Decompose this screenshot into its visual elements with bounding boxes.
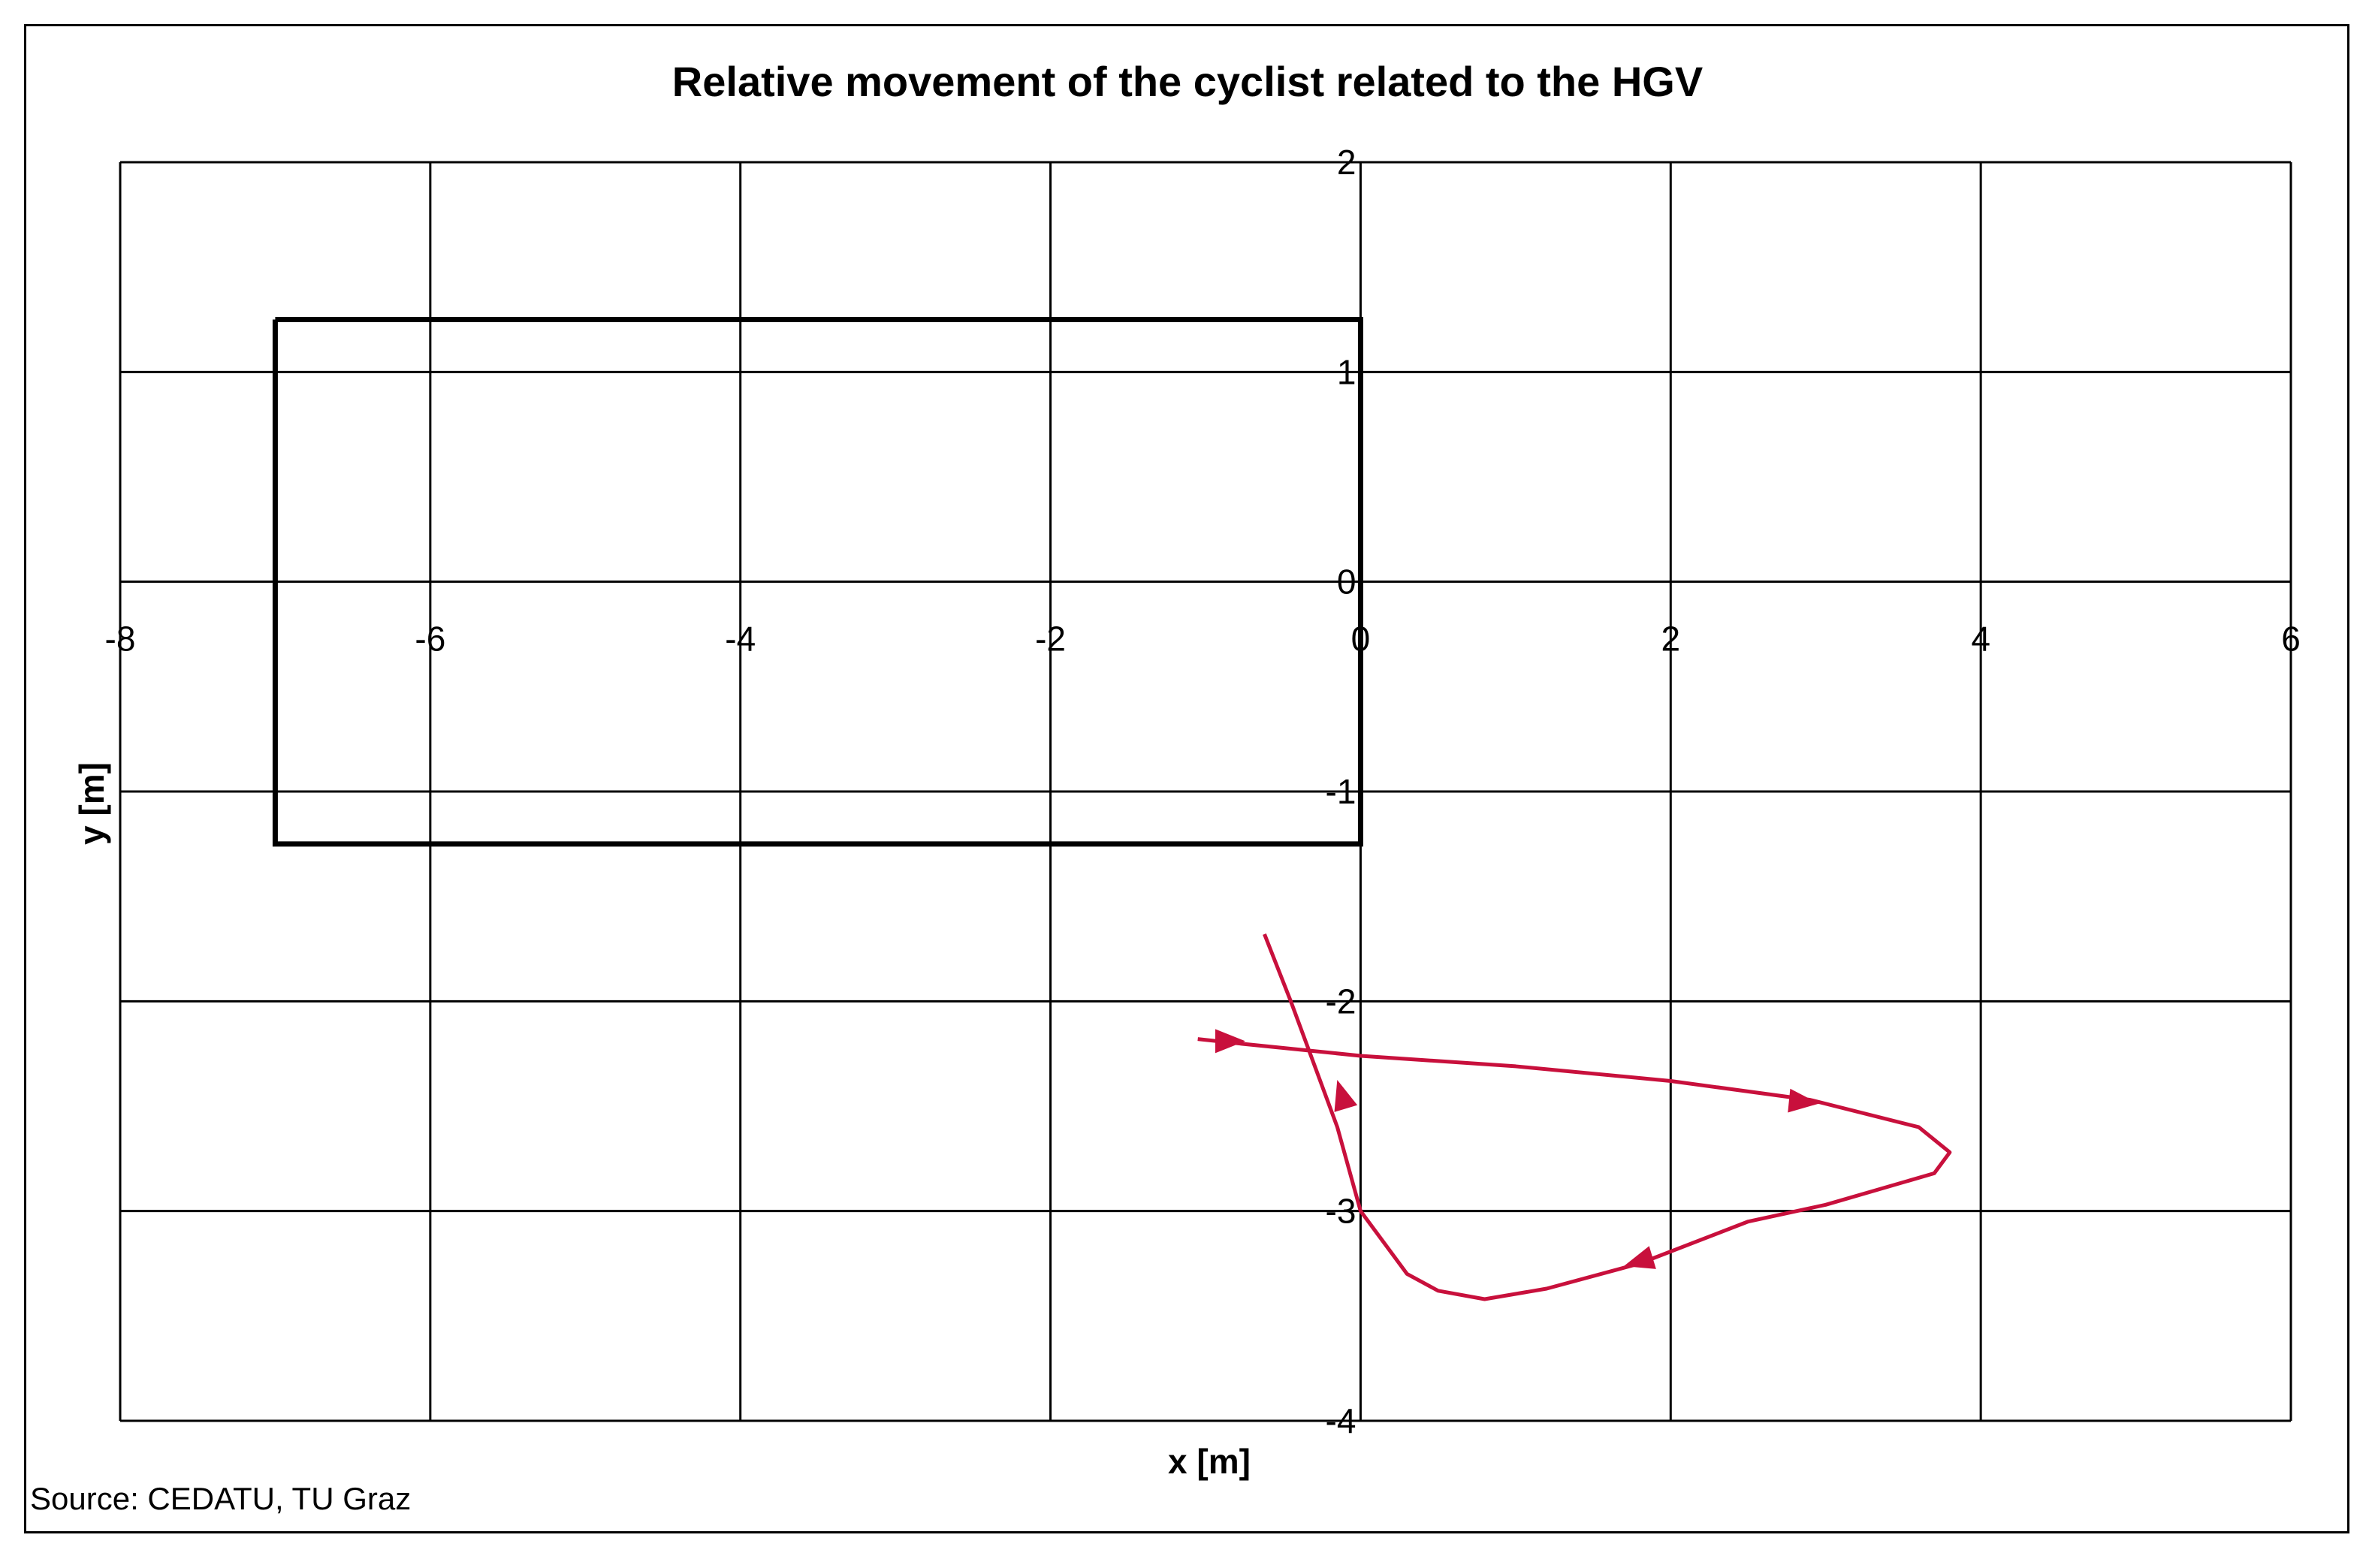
direction-arrow [1788, 1088, 1819, 1113]
source-note: Source: CEDATU, TU Graz [30, 1481, 412, 1516]
y-tick-label: 1 [1337, 352, 1356, 391]
x-tick-label: 4 [1971, 620, 1990, 659]
vehicle-outline [272, 317, 1363, 847]
y-tick-label: -3 [1326, 1192, 1356, 1231]
y-tick-label: -2 [1326, 982, 1356, 1021]
x-tick-label: 0 [1351, 620, 1371, 659]
x-axis-title: x [m] [1168, 1442, 1251, 1481]
x-tick-label: -6 [415, 620, 445, 659]
y-tick-label: 2 [1337, 143, 1356, 182]
x-tick-label: 2 [1661, 620, 1680, 659]
chart-frame [24, 24, 2349, 1533]
series-layer [1197, 933, 1952, 1301]
chart-title: Relative movement of the cyclist related… [671, 58, 1704, 105]
direction-arrow [1215, 1029, 1245, 1054]
x-tick-label: 6 [2281, 620, 2301, 659]
x-tick-label: -8 [105, 620, 136, 659]
y-tick-label: 0 [1337, 562, 1356, 602]
direction-arrow [1334, 1079, 1358, 1112]
x-tick-label: -4 [725, 620, 756, 659]
tick-labels: -8 -6 -4 -2 0 2 4 6 2 1 0 -1 -2 -3 -4 [105, 143, 2301, 1440]
direction-arrow [1623, 1246, 1656, 1269]
y-tick-label: -4 [1326, 1401, 1356, 1440]
cyclist-trajectory-line [1197, 933, 1952, 1301]
grid-lines [119, 161, 2292, 1422]
y-axis-title: y [m] [72, 762, 111, 845]
vehicle-outline-layer [272, 317, 1363, 847]
x-tick-label: -2 [1035, 620, 1066, 659]
arrow-layer [1215, 1029, 1819, 1269]
y-tick-label: -1 [1326, 772, 1356, 811]
